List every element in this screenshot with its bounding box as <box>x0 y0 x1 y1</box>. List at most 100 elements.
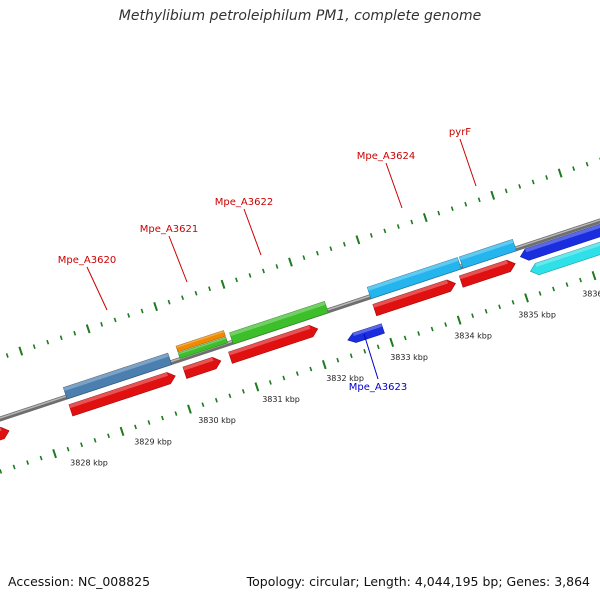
cds-arrow[interactable] <box>372 279 456 317</box>
upper-track-tick <box>18 346 24 356</box>
cds-arrow[interactable] <box>458 259 516 288</box>
lower-track-tick <box>80 442 84 448</box>
upper-tick-track <box>5 157 600 358</box>
lower-tick-track <box>0 271 597 474</box>
cds-arrow[interactable] <box>228 325 319 364</box>
upper-track-tick <box>153 301 158 312</box>
lower-track-tick <box>484 308 488 314</box>
upper-track-tick <box>208 286 211 292</box>
lower-track-tick <box>93 437 97 443</box>
gene-label[interactable]: Mpe_A3624 <box>357 151 415 162</box>
lower-track-tick <box>403 335 407 341</box>
scale-label: 3831 kbp <box>262 395 300 404</box>
lower-track-tick <box>321 360 327 370</box>
lower-track-tick <box>336 357 340 363</box>
lower-track-tick <box>511 299 515 305</box>
upper-track-tick <box>85 324 91 334</box>
lower-track-tick <box>119 426 125 436</box>
cds-arrow[interactable] <box>68 372 176 417</box>
gene-mpe-a3622[interactable] <box>229 301 329 345</box>
lower-track-tick <box>498 304 502 310</box>
lower-track-tick <box>565 282 569 287</box>
upper-track-tick <box>369 233 373 238</box>
gene-label[interactable]: pyrF <box>449 127 471 138</box>
upper-track-tick <box>410 219 414 225</box>
lower-track-tick <box>444 322 448 327</box>
upper-track-tick <box>383 228 387 234</box>
lower-track-tick <box>214 397 218 403</box>
scale-label: 3830 kbp <box>198 416 236 425</box>
lower-track-tick <box>147 420 151 425</box>
gene-label[interactable]: Mpe_A3621 <box>140 224 198 235</box>
upper-track-tick <box>181 295 185 301</box>
lower-track-tick <box>107 433 110 439</box>
upper-track-tick <box>315 250 319 256</box>
cds-arrow[interactable] <box>0 426 10 450</box>
upper-track-tick <box>422 212 428 223</box>
gene-pyrf[interactable] <box>458 238 517 269</box>
lower-track-tick <box>456 315 462 325</box>
upper-track-tick <box>220 279 226 289</box>
lower-track-tick <box>66 446 70 452</box>
lower-track-tick <box>52 449 57 459</box>
lower-track-tick <box>228 393 232 399</box>
scale-label: 3834 kbp <box>454 332 492 341</box>
gene-label[interactable]: Mpe_A3623 <box>349 382 407 393</box>
genome-summary: Topology: circular; Length: 4,044,195 bp… <box>246 574 590 589</box>
upper-track-tick <box>490 190 496 200</box>
upper-track-tick <box>545 175 549 180</box>
upper-track-tick <box>140 308 144 314</box>
cds-arrow[interactable] <box>182 357 222 379</box>
upper-track-tick <box>59 335 63 341</box>
scale-label: 3833 kbp <box>390 353 428 362</box>
upper-track-tick <box>342 241 346 247</box>
lower-track-tick <box>363 348 367 354</box>
lower-track-tick <box>134 424 137 430</box>
upper-track-tick <box>477 197 481 203</box>
upper-track-tick <box>46 339 50 345</box>
gene-mpe-a3623[interactable] <box>347 323 385 343</box>
upper-track-tick <box>557 168 563 178</box>
lower-track-tick <box>538 291 542 296</box>
upper-track-tick <box>5 353 9 358</box>
upper-track-tick <box>248 273 252 278</box>
scale-label: 3832 kbp <box>326 374 364 383</box>
feature-track <box>0 206 600 450</box>
upper-track-tick <box>167 299 171 305</box>
gene-mpe-a3621-upper[interactable] <box>175 330 226 353</box>
lower-track-tick <box>552 286 555 292</box>
label-leader-line <box>243 208 262 256</box>
lower-track-tick <box>187 404 192 414</box>
gene-mpe-a3620[interactable] <box>62 352 172 400</box>
upper-track-tick <box>302 255 306 260</box>
upper-track-tick <box>194 290 198 296</box>
upper-track-tick <box>572 166 576 171</box>
lower-track-tick <box>174 411 178 416</box>
lower-track-tick <box>282 375 286 381</box>
lower-track-tick <box>268 380 272 385</box>
lower-track-tick <box>417 331 421 336</box>
upper-track-tick <box>329 246 333 252</box>
lower-track-tick <box>376 344 380 350</box>
gene-label[interactable]: Mpe_A3620 <box>58 255 116 266</box>
label-leader-line <box>86 266 108 311</box>
scale-label: 3828 kbp <box>70 458 108 467</box>
reverse-gene[interactable] <box>530 222 600 276</box>
gene-labels: Mpe_A3620 Mpe_A3621 Mpe_A3622 Mpe_A3623 Mpe_… <box>58 127 477 393</box>
label-leader-line <box>168 235 188 283</box>
gene-mpe-a3621-lower[interactable] <box>177 336 228 359</box>
gene-label[interactable]: Mpe_A3622 <box>215 197 273 208</box>
upper-track-tick <box>518 184 522 189</box>
lower-track-tick <box>201 402 205 408</box>
scale-label: 3829 kbp <box>134 437 172 446</box>
lower-track-tick <box>0 469 3 474</box>
lower-track-tick <box>430 326 434 332</box>
lower-track-tick <box>471 313 475 319</box>
label-leader-line <box>363 333 379 380</box>
upper-track-tick <box>437 210 441 216</box>
reverse-gene[interactable] <box>519 206 600 261</box>
lower-track-tick <box>295 371 299 376</box>
gene-mpe-a3624[interactable] <box>366 257 462 300</box>
upper-track-tick <box>464 201 468 207</box>
